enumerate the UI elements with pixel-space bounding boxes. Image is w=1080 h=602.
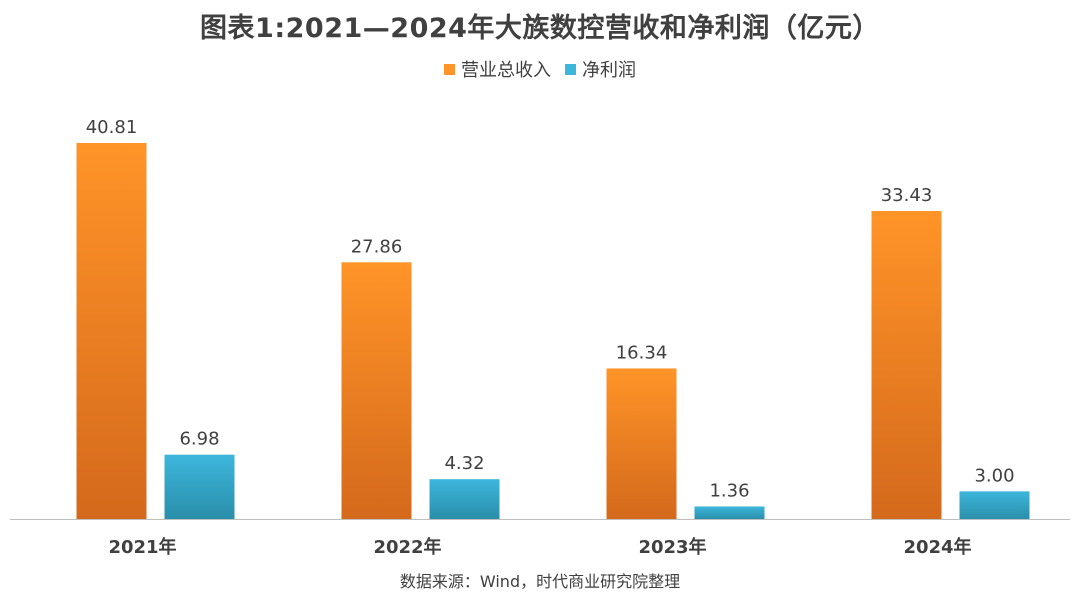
bar-revenue-3 — [606, 368, 677, 519]
x-tick-label-4: 2024年 — [903, 536, 971, 558]
bar-profit-3 — [694, 506, 765, 519]
data-label-revenue-3: 16.34 — [616, 342, 668, 363]
bar-profit-2 — [429, 479, 500, 519]
x-tick-label-1: 2021年 — [108, 536, 176, 558]
data-label-profit-3: 1.36 — [709, 480, 749, 501]
legend-swatch-profit — [565, 63, 576, 75]
data-label-profit-1: 6.98 — [179, 429, 219, 450]
legend-swatch-revenue — [444, 63, 455, 75]
legend-label-profit: 净利润 — [582, 60, 636, 81]
chart-title: 图表1:2021—2024年大族数控营收和净利润（亿元） — [200, 13, 880, 44]
bar-profit-4 — [959, 491, 1030, 519]
x-tick-label-2: 2022年 — [373, 536, 441, 558]
bar-revenue-2 — [341, 262, 412, 519]
legend-label-revenue: 营业总收入 — [461, 60, 551, 81]
data-label-profit-2: 4.32 — [444, 453, 484, 474]
data-label-revenue-2: 27.86 — [351, 236, 403, 257]
bar-profit-1 — [164, 454, 235, 519]
data-label-revenue-1: 40.81 — [86, 117, 138, 138]
data-label-revenue-4: 33.43 — [881, 185, 933, 206]
source-note: 数据来源：Wind，时代商业研究院整理 — [399, 572, 681, 591]
bar-revenue-1 — [76, 143, 147, 519]
legend-item-revenue: 营业总收入 — [444, 56, 551, 82]
x-tick-label-3: 2023年 — [638, 536, 706, 558]
bar-revenue-4 — [871, 210, 942, 519]
data-label-profit-4: 3.00 — [974, 465, 1014, 486]
legend: 营业总收入 净利润 — [0, 56, 1080, 82]
legend-item-profit: 净利润 — [565, 56, 636, 82]
